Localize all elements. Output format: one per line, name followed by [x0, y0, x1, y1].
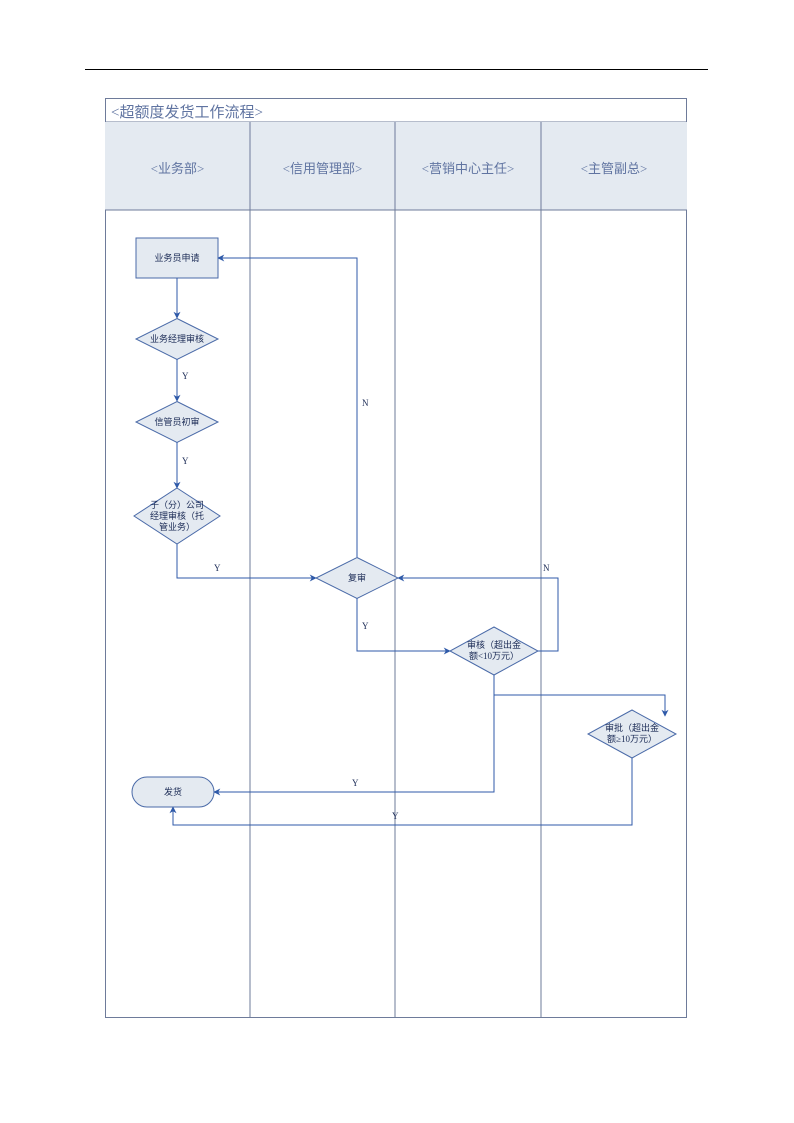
node-credit-init-label: 信管员初审	[136, 417, 218, 428]
edge-vp-ship-y: Y	[392, 811, 399, 821]
edge-dir-n: N	[543, 563, 550, 573]
node-vp-approve-label: 审批（超出金 额≥10万元）	[588, 723, 676, 746]
edge-review-n: N	[362, 398, 369, 408]
edge-credit0-y: Y	[182, 456, 189, 466]
node-ship-label: 发货	[132, 787, 214, 798]
flowchart-title: <超额度发货工作流程>	[111, 101, 263, 122]
lane-header-credit: <信用管理部>	[250, 158, 395, 177]
edge-mgr-y: Y	[182, 371, 189, 381]
node-review-label: 复审	[316, 573, 398, 584]
node-subco-label: 子（分）公司 经理审核（托 管业务）	[134, 500, 220, 534]
node-mgr-review-label: 业务经理审核	[136, 334, 218, 345]
edge-review-y: Y	[362, 621, 369, 631]
node-apply-label: 业务员申请	[136, 253, 218, 264]
edge-dir-ship-y: Y	[352, 778, 359, 788]
lane-header-vp: <主管副总>	[541, 158, 687, 177]
lane-header-dir: <营销中心主任>	[395, 158, 541, 177]
edge-sub-y: Y	[214, 563, 221, 573]
node-dir-approve-label: 审核（超出金 额<10万元）	[450, 640, 538, 663]
page-top-rule	[85, 69, 708, 70]
swimlane-flowchart: <超额度发货工作流程> <业务部> <信用管理部> <营销中心主任> <主管副总…	[105, 98, 687, 1018]
lane-header-biz: <业务部>	[105, 158, 250, 177]
